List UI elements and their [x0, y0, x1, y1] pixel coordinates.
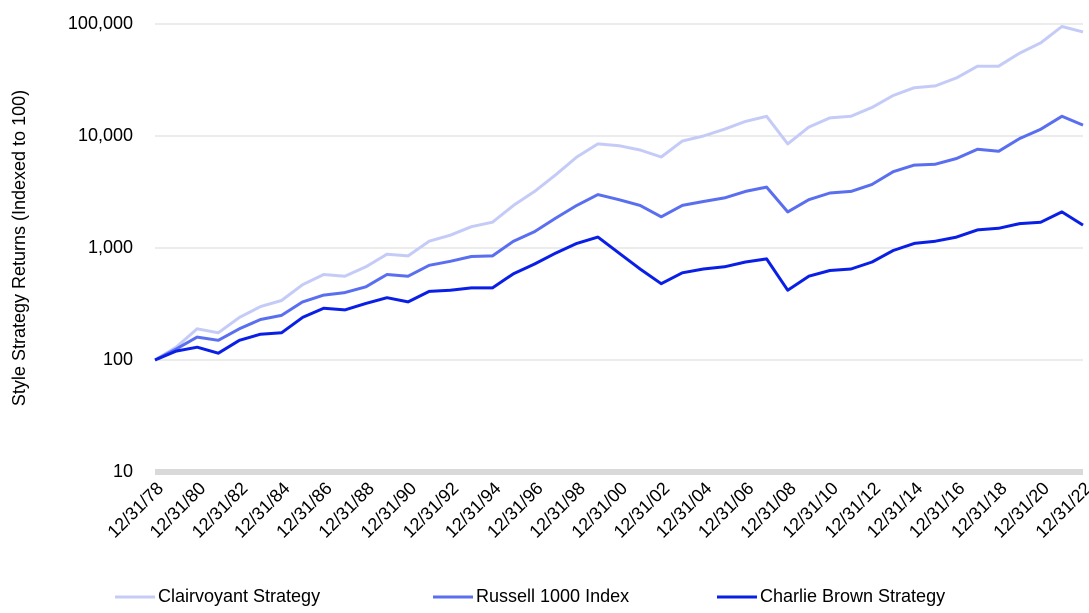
series-line: [154, 25, 1084, 362]
y-tick-label: 10: [113, 461, 133, 481]
y-tick-label: 100,000: [68, 13, 133, 33]
series-line: [154, 114, 1084, 362]
y-tick-label: 1,000: [88, 237, 133, 257]
y-tick-label: 100: [103, 349, 133, 369]
y-axis-title: Style Strategy Returns (Indexed to 100): [9, 90, 29, 406]
legend-label: Clairvoyant Strategy: [158, 586, 320, 606]
legend-label: Charlie Brown Strategy: [760, 586, 945, 606]
series-line: [154, 210, 1084, 362]
y-tick-label: 10,000: [78, 125, 133, 145]
legend-label: Russell 1000 Index: [476, 586, 629, 606]
